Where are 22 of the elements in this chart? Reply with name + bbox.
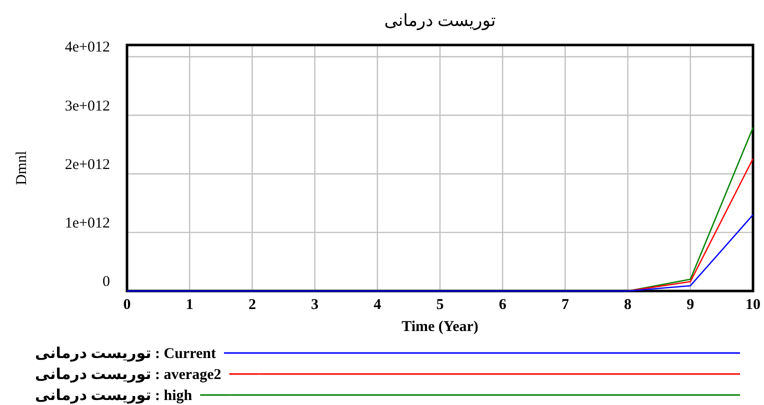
x-tick-label: 6 <box>498 297 507 313</box>
x-tick-label: 10 <box>746 297 760 313</box>
y-tick-label: 2e+012 <box>64 156 110 173</box>
legend-label: توریست درمانی : high <box>35 388 193 404</box>
legend-label: توریست درمانی : average2 <box>35 367 222 383</box>
x-tick-label: 4 <box>374 297 382 313</box>
x-tick-label: 1 <box>186 297 194 313</box>
y-tick-label: 1e+012 <box>64 215 110 232</box>
x-tick-label: 5 <box>436 297 444 313</box>
y-tick-label: 3e+012 <box>64 98 110 114</box>
x-tick-label: 7 <box>561 297 570 313</box>
y-axis-title: Dmnl <box>14 150 30 186</box>
chart-title: توریست درمانی <box>384 11 496 31</box>
y-tick-label: 4e+012 <box>64 40 110 56</box>
x-tick-label: 8 <box>624 297 632 313</box>
x-tick-label: 0 <box>123 297 131 313</box>
x-tick-label: 9 <box>686 297 694 313</box>
legend-label: توریست درمانی : Current <box>35 346 216 362</box>
x-tick-label: 2 <box>248 297 256 313</box>
y-tick-label: 0 <box>102 274 110 290</box>
x-axis-title: Time (Year) <box>402 319 478 335</box>
x-tick-label: 3 <box>311 297 319 313</box>
